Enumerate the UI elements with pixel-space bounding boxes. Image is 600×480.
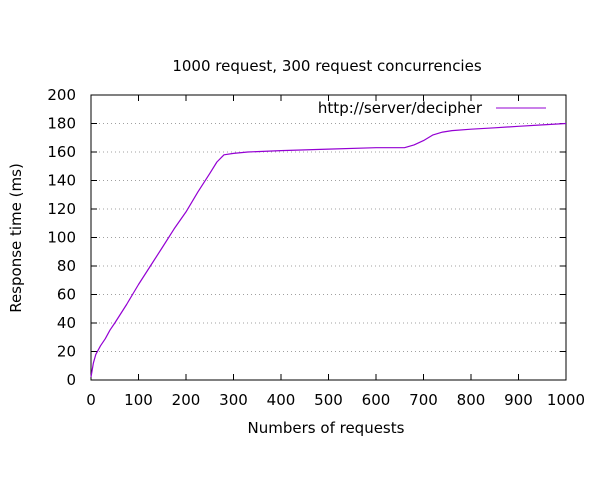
y-axis-label: Response time (ms) (7, 163, 25, 313)
grid-lines (91, 123, 566, 352)
y-tick-label: 100 (47, 229, 76, 247)
series-layer (90, 122, 567, 378)
y-tick-label: 80 (57, 257, 76, 275)
legend-label: http://server/decipher (318, 99, 483, 117)
y-tick-label: 200 (47, 86, 76, 104)
x-tick-label: 100 (124, 391, 153, 409)
y-tick-label: 180 (47, 115, 76, 133)
x-tick-label: 300 (219, 391, 248, 409)
x-tick-label: 700 (409, 391, 438, 409)
plot-frame (90, 94, 567, 381)
y-tick-label: 120 (47, 200, 76, 218)
x-tick-label: 900 (504, 391, 533, 409)
x-tick-label: 1000 (547, 391, 585, 409)
legend: http://server/decipher (318, 99, 546, 117)
y-tick-label: 0 (66, 371, 76, 389)
x-tick-label: 400 (267, 391, 296, 409)
x-tick-label: 600 (362, 391, 391, 409)
axis-ticks: 0 20 40 60 80 100 120 140 160 180 200 0 100 200 300 400… (47, 86, 585, 409)
y-tick-label: 40 (57, 314, 76, 332)
y-tick-label: 160 (47, 143, 76, 161)
x-tick-label: 500 (314, 391, 343, 409)
x-tick-label: 200 (172, 391, 201, 409)
x-tick-label: 0 (86, 391, 96, 409)
x-axis-label: Numbers of requests (248, 419, 405, 437)
series-line (90, 122, 567, 378)
y-tick-label: 140 (47, 172, 76, 190)
y-tick-label: 60 (57, 286, 76, 304)
y-tick-label: 20 (57, 343, 76, 361)
x-tick-label: 800 (457, 391, 486, 409)
chart-title: 1000 request, 300 request concurrencies (172, 57, 481, 75)
